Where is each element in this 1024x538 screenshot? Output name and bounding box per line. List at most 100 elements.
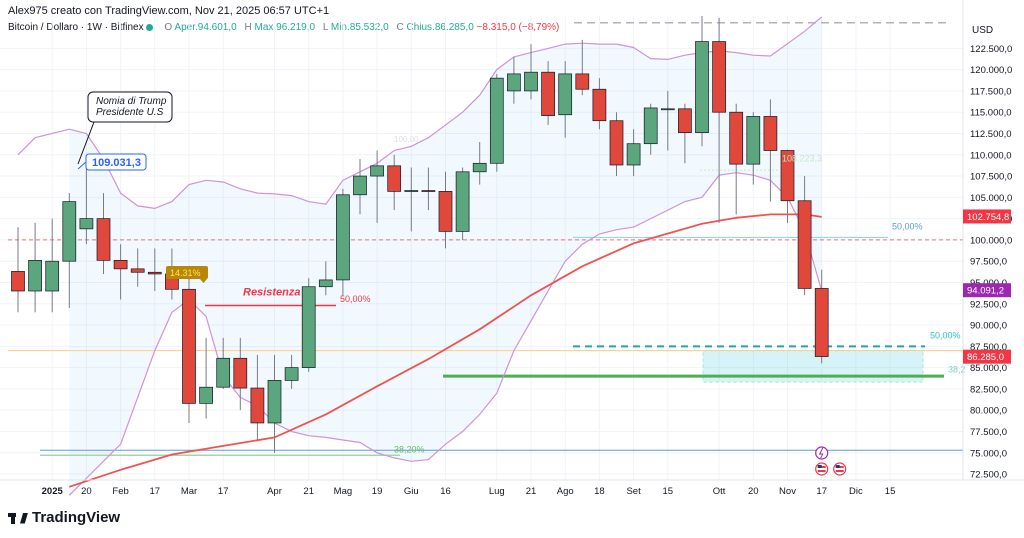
candle-down [541,71,555,116]
candle [353,159,367,215]
x-tick-label: 18 [594,486,605,497]
x-tick-label: Set [626,486,641,497]
candle-up [507,73,521,92]
us-flag-canton [835,465,840,468]
candle [370,150,384,223]
candle-down [387,165,402,192]
candle-down [421,190,436,192]
candle [575,39,590,96]
currency-label: USD [972,25,993,36]
candle-down [592,88,607,122]
candle-down [182,288,196,404]
low-value: Min.85.532,0 [330,22,389,33]
candle [79,163,94,245]
event-lightning-icon [815,446,829,460]
market-status-icon [145,23,153,31]
candle-up [199,386,213,404]
x-tick-label: 15 [885,486,896,497]
candle [541,61,555,125]
price-label-text: 86.285,0 [967,352,1004,363]
y-tick-label: 80.000,0 [970,406,1007,417]
y-tick-label: 112.500,0 [970,129,1012,140]
price-label-bg [963,349,1011,364]
y-tick-label: 97.500,0 [970,257,1007,268]
fib-38-right-label: 38,2 [948,364,966,374]
candle [284,354,299,389]
price-marker-pointer [77,161,87,170]
candle [216,337,231,389]
candle-up [558,73,573,116]
x-tick-label: 15 [663,486,674,497]
close-label: C [396,22,404,33]
change-value: −8.315,0 (−8,79%) [476,22,560,33]
candle-up [301,286,316,368]
low-label: L [322,22,329,33]
y-tick-label: 110.000,0 [970,150,1012,161]
y-tick-label: 92.500,0 [970,299,1007,310]
candle-down [250,387,265,424]
candle [489,73,504,172]
us-flag-canton [817,465,822,468]
candle-up [318,279,333,288]
candle [678,103,692,164]
candle-up [336,194,350,281]
candle-up [489,77,504,164]
open-label: O [164,22,173,33]
candle-down [233,357,248,389]
y-tick-label: 82.500,0 [970,384,1007,395]
candle-up [353,175,367,196]
candle [404,167,419,232]
candle-up [643,107,658,145]
candle-up [267,380,282,424]
candle [660,90,675,151]
tradingview-brand: TradingView [8,509,120,526]
candle-up [62,201,77,262]
candle [11,227,25,313]
candle-up [472,162,487,173]
candle [182,269,196,423]
y-tick-label: 90.000,0 [970,321,1007,332]
price-marker-box [85,153,147,171]
resistance-label: Resistenza [243,286,300,298]
x-tick-label: 2025 [42,486,64,497]
x-tick-label: Ott [713,486,726,497]
candle-down [147,271,162,275]
x-tick-label: Ago [557,486,574,497]
price-label-bg [963,209,1011,224]
candle [746,112,761,185]
x-tick-label: Nov [779,486,796,497]
high-value: Max.96.219,0 [254,22,316,33]
fib-50-right-label: 50,00% [930,330,961,340]
x-tick-label: 21 [526,486,537,497]
candle [455,167,470,240]
x-tick-label: Mag [334,486,352,497]
fib-50-mid-label: 50,00% [892,221,923,231]
candle-up [284,367,299,381]
candle-up [455,171,470,232]
bollinger-lower-line [68,172,823,496]
candle-down [678,108,692,133]
y-tick-label: 117.500,0 [970,86,1012,97]
x-tick-label: Lug [489,486,505,497]
x-tick-label: Feb [112,486,128,497]
us-flag-stripe [817,470,826,472]
candle [318,261,333,296]
high-label: H [244,22,252,33]
us-flag-stripe [835,470,844,472]
x-tick-label: Apr [267,486,282,497]
candle [780,149,795,223]
candle-up [660,108,675,111]
callout-text: Presidente U.S [96,107,164,118]
callout-box [87,91,173,123]
candle-down [438,191,453,232]
faint-label: 100,00 [394,135,419,144]
candle [147,248,162,291]
candle-down [729,111,744,165]
x-tick-label: 17 [816,486,827,497]
symbol-legend: Bitcoin / Dollaro · 1W · Bitfinex O Aper… [8,22,559,33]
candle-down [130,268,145,273]
candle-up [746,116,761,165]
candle [524,44,538,100]
candle-down [763,116,778,151]
